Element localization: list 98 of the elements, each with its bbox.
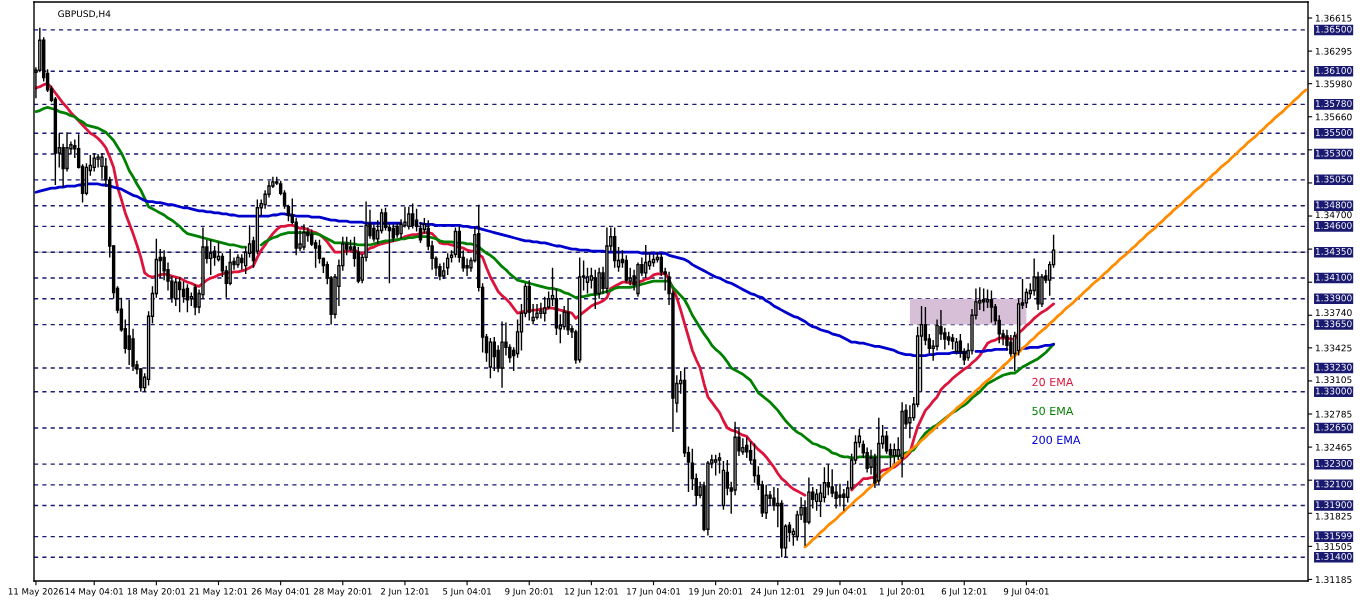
- candlestick: [566, 298, 570, 336]
- y-tick-label: 1.33740: [1315, 309, 1352, 317]
- x-tick-label: 18 May 20:01: [127, 588, 186, 597]
- x-tick-label: 14 May 04:01: [65, 588, 123, 597]
- candlestick: [636, 261, 640, 298]
- y-tick-label: 1.33105: [1315, 376, 1352, 384]
- candlestick: [1040, 273, 1044, 308]
- candlestick: [302, 223, 306, 251]
- candlestick: [500, 320, 504, 389]
- ref-line-label: 1.31400: [1315, 553, 1352, 560]
- x-tick-label: 12 Jun 12:01: [564, 588, 618, 597]
- candlestick: [838, 483, 842, 508]
- candlestick: [185, 283, 190, 313]
- candlestick: [644, 244, 648, 279]
- ref-line-label: 1.32100: [1315, 480, 1352, 488]
- candlestick: [236, 253, 240, 269]
- candlestick: [954, 337, 959, 356]
- x-tick-label: 26 May 04:01: [251, 588, 310, 597]
- candlestick: [449, 249, 454, 264]
- ref-line-label: 1.34600: [1315, 222, 1352, 229]
- x-tick-label: 21 May 12:01: [189, 588, 248, 597]
- y-tick-label: 1.31185: [1315, 576, 1352, 584]
- x-tick-label: 9 Jul 04:01: [1003, 587, 1049, 597]
- candlestick: [947, 331, 951, 346]
- y-tick-label: 1.34700: [1315, 211, 1352, 219]
- x-tick-label: 28 May 20:01: [313, 588, 372, 597]
- y-tick-label: 1.35980: [1315, 80, 1352, 88]
- y-tick-label: 1.35660: [1315, 113, 1352, 121]
- candlestick: [651, 253, 656, 268]
- candlestick: [721, 460, 726, 511]
- ref-line-label: 1.34100: [1315, 273, 1352, 281]
- candlestick: [605, 226, 609, 295]
- x-tick-label: 2 Jun 12:01: [380, 588, 429, 597]
- ref-line-label: 1.32650: [1315, 423, 1352, 431]
- x-tick-label: 24 Jun 12:01: [751, 588, 805, 597]
- text: GBPUSD,H4: [58, 10, 111, 19]
- candlestick: [612, 226, 617, 269]
- text: 50 EMA: [1032, 406, 1074, 416]
- candlestick: [543, 295, 547, 323]
- candlestick: [418, 221, 423, 244]
- x-tick-label: 19 Jun 20:01: [689, 588, 743, 597]
- y-tick-label: 1.33425: [1315, 344, 1352, 352]
- ref-line-label: 1.35300: [1315, 149, 1352, 157]
- ref-line-label: 1.36500: [1315, 25, 1352, 33]
- candlestick: [488, 337, 493, 380]
- ref-line-label: 1.32300: [1315, 459, 1352, 467]
- x-tick-label: 29 Jun 04:01: [813, 588, 867, 597]
- x-tick-label: 5 Jun 04:01: [443, 588, 491, 597]
- candlestick: [713, 454, 718, 477]
- candlestick: [407, 206, 411, 231]
- ref-line-label: 1.31599: [1315, 532, 1352, 540]
- candlestick: [950, 333, 955, 351]
- candlestick: [445, 252, 450, 276]
- ref-line-label: 1.35500: [1315, 129, 1352, 136]
- candlestick: [535, 303, 539, 321]
- candlestick: [624, 254, 629, 284]
- line-series: [803, 88, 1308, 549]
- candlestick: [764, 484, 768, 520]
- candlestick: [177, 276, 182, 313]
- candlestick: [442, 261, 446, 280]
- candlestick: [593, 269, 597, 310]
- y-tick-label: 1.32465: [1315, 443, 1352, 451]
- candlestick: [209, 239, 213, 276]
- candlestick: [92, 152, 96, 173]
- candlestick: [395, 222, 399, 239]
- candlestick: [900, 401, 904, 479]
- ref-line-label: 1.34800: [1315, 201, 1352, 209]
- ref-line-label: 1.31900: [1315, 501, 1352, 509]
- x-tick-label: 1 Jul 20:01: [879, 587, 925, 597]
- text: 200 EMA: [1032, 435, 1081, 445]
- x-tick-label: 17 Jun 04:01: [627, 588, 681, 597]
- candlestick: [453, 226, 458, 259]
- y-tick-label: 1.31505: [1315, 543, 1352, 550]
- y-tick-label: 1.36295: [1315, 47, 1352, 55]
- y-tick-label: 1.32785: [1315, 410, 1352, 418]
- ref-line-label: 1.35050: [1315, 175, 1352, 183]
- y-tick-label: 1.31825: [1315, 512, 1352, 520]
- x-tick-label: 6 Jul 12:01: [941, 587, 987, 597]
- candlestick: [578, 256, 582, 364]
- ref-line-label: 1.33650: [1315, 320, 1352, 328]
- candlestick: [410, 202, 415, 230]
- candlestick: [717, 452, 722, 475]
- candlestick: [989, 289, 994, 324]
- candlestick: [414, 208, 419, 233]
- y-tick-label: 1.36615: [1315, 14, 1352, 22]
- x-tick-label: 11 May 2026: [8, 588, 64, 597]
- x-tick-label: 9 Jun 20:01: [505, 588, 554, 597]
- candlestick: [981, 287, 986, 312]
- text: 20 EMA: [1032, 377, 1074, 387]
- candlestick: [527, 279, 531, 322]
- ref-line-label: 1.34350: [1315, 248, 1352, 255]
- ref-line-label: 1.33230: [1315, 363, 1352, 371]
- ref-line-label: 1.33900: [1315, 294, 1352, 302]
- ref-line-label: 1.33000: [1315, 387, 1352, 395]
- candlestick: [193, 283, 197, 316]
- candlestick: [877, 416, 881, 486]
- ref-line-label: 1.36100: [1315, 67, 1352, 74]
- ref-line-label: 1.35780: [1315, 100, 1352, 107]
